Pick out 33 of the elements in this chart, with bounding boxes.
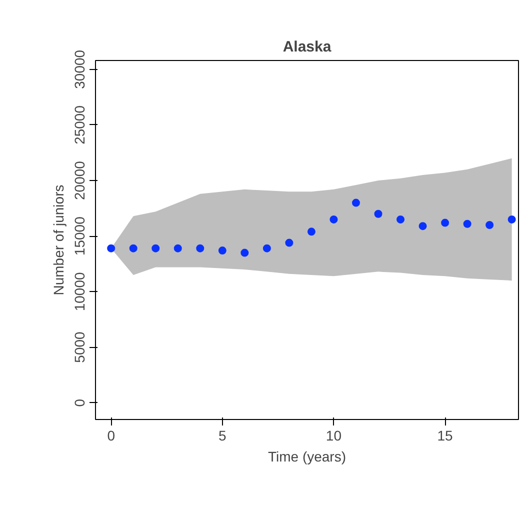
point xyxy=(262,244,271,252)
point xyxy=(174,244,182,252)
y-tick-label: 25000 xyxy=(72,105,88,144)
point xyxy=(240,248,249,257)
point xyxy=(307,228,316,236)
point xyxy=(374,210,382,218)
x-axis-title: Time (years) xyxy=(268,448,346,464)
y-tick-label: 5000 xyxy=(72,331,88,363)
x-tick-label: 5 xyxy=(218,428,227,444)
y-tick-label: 0 xyxy=(72,398,88,407)
point xyxy=(152,244,160,252)
point xyxy=(418,222,427,230)
y-axis-title: Number of juniors xyxy=(50,184,66,296)
y-tick-label: 20000 xyxy=(72,160,88,200)
x-tick-label: 15 xyxy=(437,428,454,444)
y-tick-label: 30000 xyxy=(72,50,88,89)
point xyxy=(441,218,450,227)
point xyxy=(486,221,494,229)
point xyxy=(463,220,472,228)
point xyxy=(396,215,405,224)
point xyxy=(196,244,204,252)
y-tick-label: 10000 xyxy=(72,272,88,312)
point xyxy=(285,238,294,247)
point xyxy=(352,198,360,207)
point xyxy=(218,246,226,255)
point xyxy=(330,215,338,224)
x-tick-label: 0 xyxy=(107,428,116,444)
point xyxy=(107,244,116,252)
y-tick-label: 15000 xyxy=(72,216,88,256)
point xyxy=(508,215,516,224)
point xyxy=(129,244,138,252)
chart-title: Alaska xyxy=(282,38,332,56)
x-tick-label: 10 xyxy=(326,428,342,444)
